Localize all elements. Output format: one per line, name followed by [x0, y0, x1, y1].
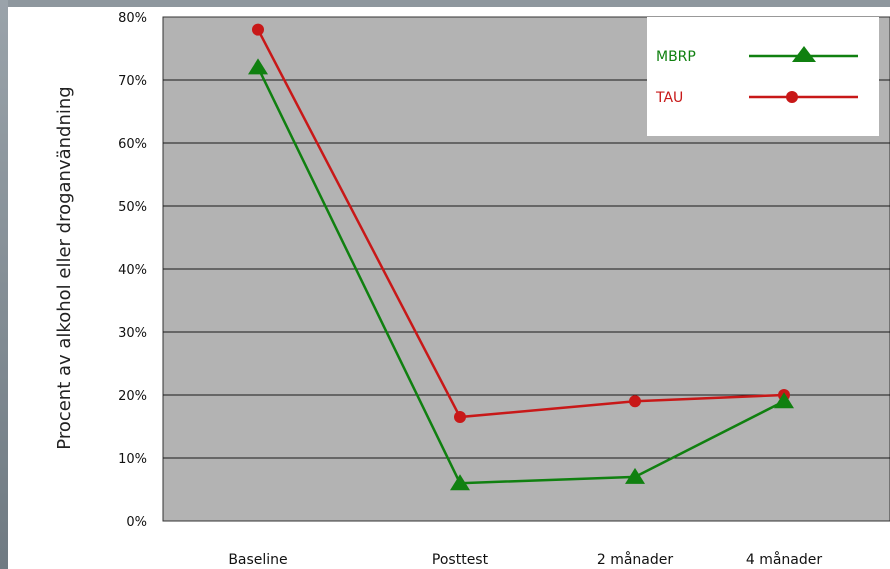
data-point-mbrp	[625, 467, 645, 484]
x-tick-label: 4 månader	[746, 551, 823, 568]
data-point-tau	[252, 23, 264, 36]
series-line-mbrp	[256, 66, 785, 485]
data-point-tau	[629, 395, 641, 408]
y-tick-label: 70%	[118, 74, 147, 89]
y-tick-label: 20%	[118, 389, 147, 404]
top-border	[0, 0, 890, 7]
x-tick-label: Baseline	[228, 552, 287, 568]
data-point-tau	[454, 411, 466, 424]
y-tick-label: 0%	[126, 515, 147, 530]
y-tick-label: 50%	[118, 200, 147, 215]
y-tick-label: 30%	[118, 326, 147, 341]
data-point-mbrp	[248, 58, 268, 75]
data-point-mbrp	[774, 392, 794, 409]
data-point-mbrp	[450, 474, 470, 491]
y-tick-label: 80%	[118, 11, 147, 26]
y-tick-label: 10%	[118, 452, 147, 467]
legend: MBRP TAU	[647, 17, 879, 136]
y-tick-label: 40%	[118, 263, 147, 278]
legend-marker-mbrp	[792, 46, 816, 62]
legend-label-tau: TAU	[655, 90, 683, 106]
x-tick-label: Posttest	[432, 552, 489, 568]
y-axis-ticks: 0% 10% 20% 30% 40% 50% 60% 70% 80%	[118, 11, 147, 530]
series-line-tau	[256, 29, 785, 419]
legend-marker-tau	[786, 91, 798, 103]
legend-box	[647, 17, 879, 136]
left-border	[0, 0, 8, 569]
x-axis-ticks: Baseline Posttest 2 månader 4 månader	[228, 551, 822, 568]
x-tick-label: 2 månader	[597, 551, 674, 568]
legend-label-mbrp: MBRP	[656, 49, 696, 65]
series-layer	[248, 23, 794, 491]
y-tick-label: 60%	[118, 137, 147, 152]
